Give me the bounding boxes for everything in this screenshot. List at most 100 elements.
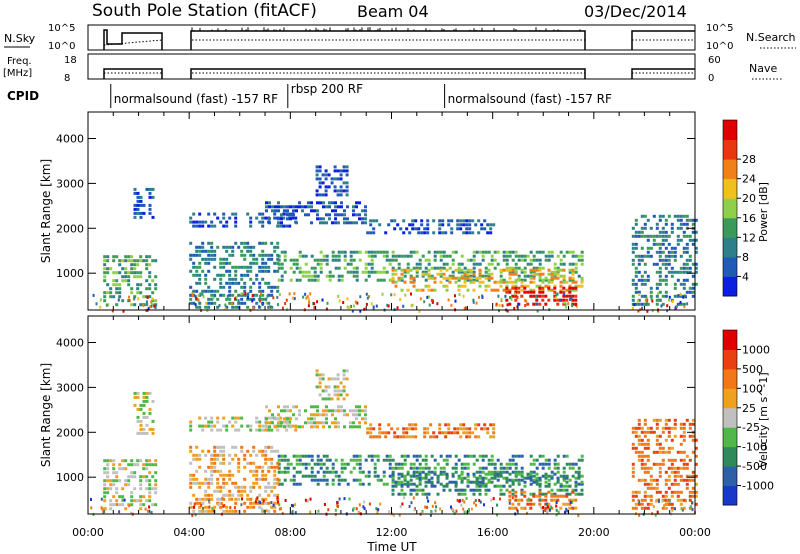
velocity-echo-cell — [273, 449, 277, 453]
power-echo-cell — [574, 298, 578, 302]
power-echo-cell — [631, 234, 635, 238]
velocity-echo-cell — [189, 445, 193, 449]
velocity-echo-cell — [321, 397, 325, 401]
power-echo-cell — [213, 253, 217, 257]
power-echo-cell — [268, 217, 271, 221]
power-echo-cell — [364, 250, 368, 254]
velocity-echo-cell — [280, 482, 284, 486]
power-noise-cell — [308, 298, 310, 302]
power-echo-cell — [637, 290, 641, 294]
velocity-noise-cell — [398, 513, 401, 517]
velocity-echo-cell — [376, 454, 380, 458]
power-noise-cell — [348, 306, 351, 310]
velocity-echo-cell — [279, 416, 283, 420]
velocity-echo-cell — [463, 462, 467, 466]
velocity-echo-cell — [667, 474, 671, 478]
power-echo-cell — [682, 278, 686, 282]
power-echo-cell — [451, 276, 455, 280]
velocity-echo-cell — [694, 462, 698, 466]
power-echo-cell — [538, 284, 542, 288]
power-echo-cell — [661, 250, 665, 254]
velocity-echo-cell — [318, 385, 322, 389]
velocity-echo-cell — [484, 488, 488, 492]
power-echo-cell — [355, 201, 358, 205]
power-echo-cell — [553, 290, 557, 294]
power-echo-cell — [195, 224, 199, 228]
velocity-echo-cell — [688, 422, 692, 426]
velocity-noise-cell — [338, 497, 341, 501]
power-echo-cell — [541, 278, 545, 282]
velocity-echo-cell — [258, 485, 262, 489]
velocity-echo-cell — [670, 482, 674, 486]
velocity-echo-cell — [643, 434, 647, 438]
velocity-echo-cell — [679, 422, 683, 426]
velocity-noise-cell — [564, 510, 566, 514]
power-noise-cell — [366, 296, 369, 300]
power-echo-cell — [231, 212, 235, 216]
power-echo-cell — [436, 272, 440, 276]
power-echo-cell — [631, 242, 635, 246]
power-echo-cell — [673, 286, 677, 290]
power-noise-cell — [150, 300, 153, 304]
power-echo-cell — [562, 254, 566, 258]
power-noise-cell — [293, 297, 296, 301]
power-echo-cell — [472, 254, 476, 258]
velocity-echo-cell — [213, 505, 217, 509]
velocity-echo-cell — [511, 506, 515, 510]
velocity-echo-cell — [343, 413, 346, 417]
time-tick-label: 00:00 — [679, 526, 711, 539]
power-echo-cell — [466, 274, 470, 278]
power-echo-cell — [505, 254, 509, 258]
power-echo-cell — [324, 189, 328, 193]
velocity-echo-cell — [508, 484, 512, 488]
power-echo-cell — [489, 223, 493, 227]
velocity-echo-cell — [313, 474, 317, 478]
velocity-echo-cell — [289, 478, 293, 482]
power-echo-cell — [526, 262, 530, 266]
velocity-echo-cell — [562, 494, 566, 498]
velocity-echo-cell — [520, 492, 524, 496]
velocity-echo-cell — [403, 478, 407, 482]
velocity-echo-cell — [646, 426, 650, 430]
velocity-echo-cell — [477, 435, 481, 439]
power-echo-cell — [277, 201, 280, 205]
power-echo-cell — [459, 227, 463, 231]
power-noise-cell — [646, 298, 649, 302]
time-tick-label: 20:00 — [578, 526, 610, 539]
velocity-noise-cell — [403, 496, 406, 500]
velocity-echo-cell — [661, 462, 665, 466]
power-echo-cell — [133, 295, 137, 299]
velocity-echo-cell — [496, 470, 500, 474]
velocity-echo-cell — [267, 428, 271, 432]
power-noise-cell — [146, 295, 149, 299]
power-noise-cell — [325, 307, 328, 311]
velocity-echo-cell — [103, 467, 107, 471]
velocity-echo-cell — [198, 481, 202, 485]
velocity-noise-cell — [103, 510, 106, 513]
velocity-echo-cell — [481, 482, 485, 486]
velocity-echo-cell — [195, 497, 199, 501]
power-echo-cell — [448, 254, 452, 258]
velocity-echo-cell — [358, 454, 362, 458]
power-echo-cell — [225, 224, 229, 228]
power-noise-cell — [450, 303, 453, 307]
power-echo-cell — [228, 289, 232, 293]
power-echo-cell — [408, 223, 412, 227]
velocity-echo-cell — [325, 413, 328, 417]
velocity-echo-cell — [520, 490, 524, 494]
velocity-echo-cell — [325, 458, 329, 462]
velocity-noise-cell — [304, 498, 307, 502]
power-echo-cell — [568, 284, 572, 288]
power-echo-cell — [106, 283, 110, 287]
velocity-echo-cell — [273, 509, 277, 513]
velocity-echo-cell — [468, 427, 472, 431]
power-echo-cell — [456, 223, 460, 227]
velocity-echo-cell — [367, 470, 371, 474]
power-echo-cell — [508, 272, 512, 276]
power-echo-cell — [270, 305, 274, 309]
power-echo-cell — [103, 295, 107, 299]
power-echo-cell — [283, 250, 287, 254]
power-noise-cell — [304, 292, 307, 296]
velocity-echo-cell — [369, 427, 373, 431]
power-echo-cell — [267, 253, 271, 257]
